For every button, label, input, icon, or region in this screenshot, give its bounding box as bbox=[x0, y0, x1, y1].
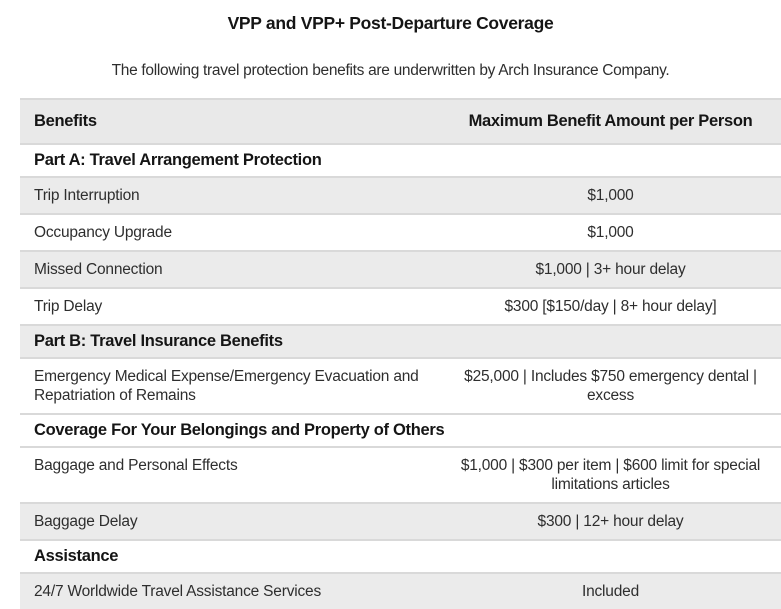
benefit-amount-cell: $300 [$150/day | 8+ hour delay] bbox=[440, 287, 781, 325]
table-row: Baggage Delay $300 | 12+ hour delay bbox=[20, 502, 781, 540]
benefit-name-cell: Trip Delay bbox=[20, 287, 440, 325]
section-row: Part B: Travel Insurance Benefits bbox=[20, 324, 781, 358]
benefit-name-cell: Emergency Medical Expense/Emergency Evac… bbox=[20, 357, 440, 414]
section-title: Coverage For Your Belongings and Propert… bbox=[20, 413, 781, 447]
page-subtitle: The following travel protection benefits… bbox=[111, 62, 670, 79]
benefit-amount-cell: $1,000 bbox=[440, 176, 781, 214]
table-row: Trip Interruption $1,000 bbox=[20, 176, 781, 214]
benefit-amount-cell: $1,000 | 3+ hour delay bbox=[440, 250, 781, 288]
table-row: 24/7 Worldwide Travel Assistance Service… bbox=[20, 572, 781, 609]
benefit-amount-cell: $1,000 | $300 per item | $600 limit for … bbox=[440, 446, 781, 503]
benefit-name-cell: Baggage and Personal Effects bbox=[20, 446, 440, 503]
benefit-name-cell: 24/7 Worldwide Travel Assistance Service… bbox=[20, 572, 440, 609]
benefit-name-cell: Baggage Delay bbox=[20, 502, 440, 540]
column-header-benefits: Benefits bbox=[20, 98, 440, 144]
table-row: Missed Connection $1,000 | 3+ hour delay bbox=[20, 250, 781, 288]
benefit-name-cell: Missed Connection bbox=[20, 250, 440, 288]
section-title: Part A: Travel Arrangement Protection bbox=[20, 143, 781, 177]
benefit-amount-cell: Included bbox=[440, 572, 781, 609]
table-row: Occupancy Upgrade $1,000 bbox=[20, 213, 781, 251]
benefit-name-cell: Trip Interruption bbox=[20, 176, 440, 214]
section-title: Part B: Travel Insurance Benefits bbox=[20, 324, 781, 358]
table-header-row: Benefits Maximum Benefit Amount per Pers… bbox=[20, 98, 781, 144]
table-row: Trip Delay $300 [$150/day | 8+ hour delay… bbox=[20, 287, 781, 325]
benefit-name-cell: Occupancy Upgrade bbox=[20, 213, 440, 251]
column-header-amount: Maximum Benefit Amount per Person bbox=[440, 98, 781, 144]
benefit-amount-cell: $1,000 bbox=[440, 213, 781, 251]
section-row: Part A: Travel Arrangement Protection bbox=[20, 143, 781, 177]
benefit-amount-cell: $25,000 | Includes $750 emergency dental… bbox=[440, 357, 781, 414]
section-row: Assistance bbox=[20, 539, 781, 573]
table-row: Baggage and Personal Effects $1,000 | $30… bbox=[20, 446, 781, 503]
page-title: VPP and VPP+ Post-Departure Coverage bbox=[227, 13, 554, 33]
table-body: Part A: Travel Arrangement Protection Tri… bbox=[20, 143, 781, 609]
section-title: Assistance bbox=[20, 539, 781, 573]
section-row: Coverage For Your Belongings and Propert… bbox=[20, 413, 781, 447]
table-row: Emergency Medical Expense/Emergency Evac… bbox=[20, 357, 781, 414]
coverage-table: Benefits Maximum Benefit Amount per Pers… bbox=[20, 98, 781, 609]
benefit-amount-cell: $300 | 12+ hour delay bbox=[440, 502, 781, 540]
